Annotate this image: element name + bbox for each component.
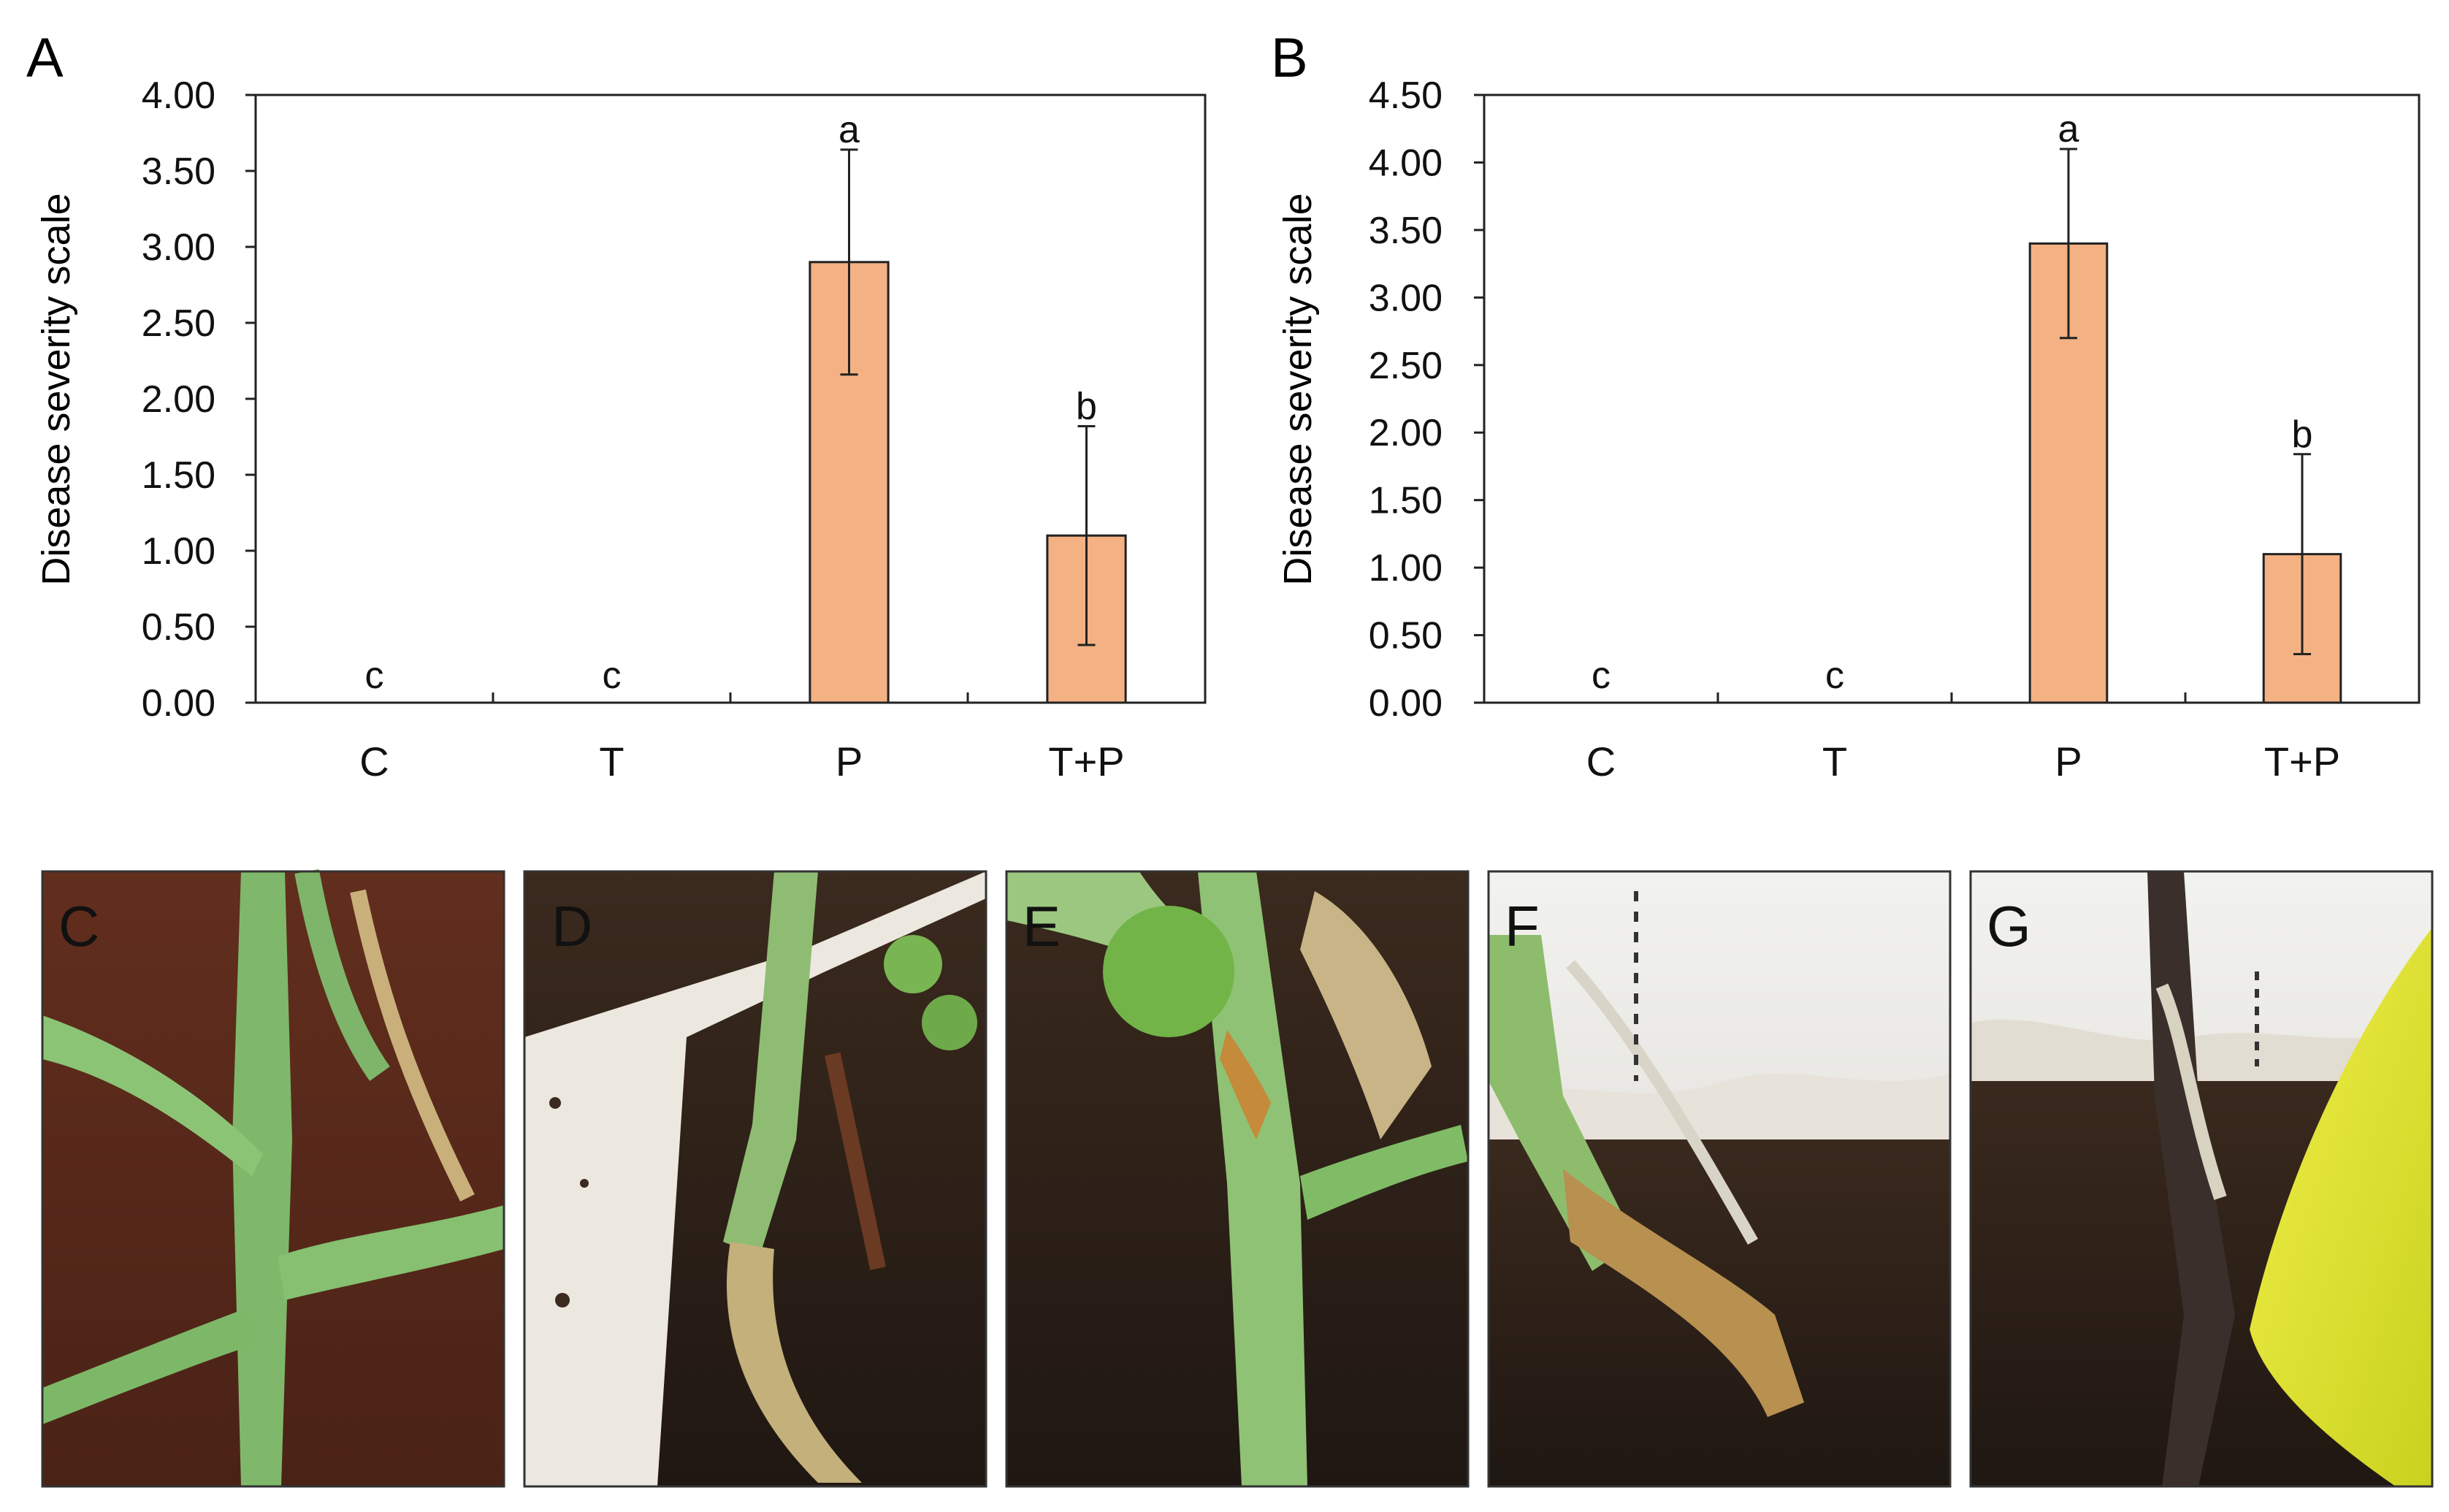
y-tick-label-a: 0.50	[142, 606, 215, 649]
photo-label-e: E	[1023, 894, 1061, 958]
y-tick-label-a: 2.00	[142, 378, 215, 421]
x-tick-label-b: C	[1586, 738, 1616, 784]
chart-a: A Disease severity scale 0.00 0.50 1.00 1.5…	[26, 27, 1207, 784]
y-axis-title-b: Disease severity scale	[1276, 193, 1320, 585]
x-tick-label-a: C	[359, 738, 389, 784]
y-tick-label-a: 1.00	[142, 530, 215, 573]
y-tick-label-b: 0.00	[1369, 682, 1443, 725]
panel-label-b: B	[1271, 27, 1308, 89]
significance-label-a: b	[1076, 385, 1097, 427]
significance-label-b: c	[1592, 654, 1611, 697]
y-tick-label-b: 1.50	[1369, 480, 1443, 522]
y-tick-label-a: 4.00	[142, 75, 215, 117]
photo-c: C	[41, 868, 505, 1488]
y-tick-label-a: 3.00	[142, 226, 215, 269]
photo-label-c: C	[58, 894, 99, 958]
photo-label-f: F	[1505, 894, 1540, 958]
significance-label-a: a	[838, 109, 860, 151]
photo-label-g: G	[1987, 894, 2031, 958]
significance-label-b: a	[2058, 108, 2079, 150]
y-tick-label-b: 4.00	[1369, 142, 1443, 184]
significance-label-a: c	[365, 654, 384, 697]
y-axis-label-a: Disease severity scale	[34, 193, 78, 585]
photo-g: G	[1969, 870, 2434, 1488]
significance-label-b: c	[1825, 654, 1844, 697]
y-tick-label-a: 1.50	[142, 454, 215, 497]
x-tick-label-a: T+P	[1048, 738, 1124, 784]
x-tick-label-b: P	[2055, 738, 2082, 784]
significance-label-b: b	[2292, 413, 2313, 456]
photo-e: E	[1005, 870, 1470, 1488]
x-tick-label-b: T	[1822, 738, 1847, 784]
x-tick-label-b: T+P	[2264, 738, 2340, 784]
x-tick-label-a: T	[599, 738, 624, 784]
photo-f: F	[1487, 870, 1952, 1488]
panel-label-a: A	[26, 27, 64, 89]
y-tick-label-a: 0.00	[142, 682, 215, 725]
x-tick-label-a: P	[836, 738, 863, 784]
significance-label-a: c	[603, 654, 622, 697]
y-tick-label-b: 2.00	[1369, 412, 1443, 454]
y-tick-label-b: 3.50	[1369, 210, 1443, 252]
y-axis-label-b: Disease severity scale	[1276, 193, 1320, 585]
y-tick-label-b: 0.50	[1369, 615, 1443, 657]
y-tick-label-b: 4.50	[1369, 75, 1443, 117]
photo-d: D	[523, 870, 987, 1488]
y-axis-title-a: Disease severity scale	[34, 193, 78, 585]
y-tick-label-b: 3.00	[1369, 277, 1443, 319]
photo-label-d: D	[551, 894, 592, 958]
y-tick-label-a: 2.50	[142, 302, 215, 345]
y-tick-label-a: 3.50	[142, 150, 215, 193]
chart-b: B Disease severity scale 0.00 0.50 1.00 1.5…	[1271, 27, 2421, 784]
y-tick-label-b: 2.50	[1369, 345, 1443, 387]
y-tick-label-b: 1.00	[1369, 547, 1443, 589]
